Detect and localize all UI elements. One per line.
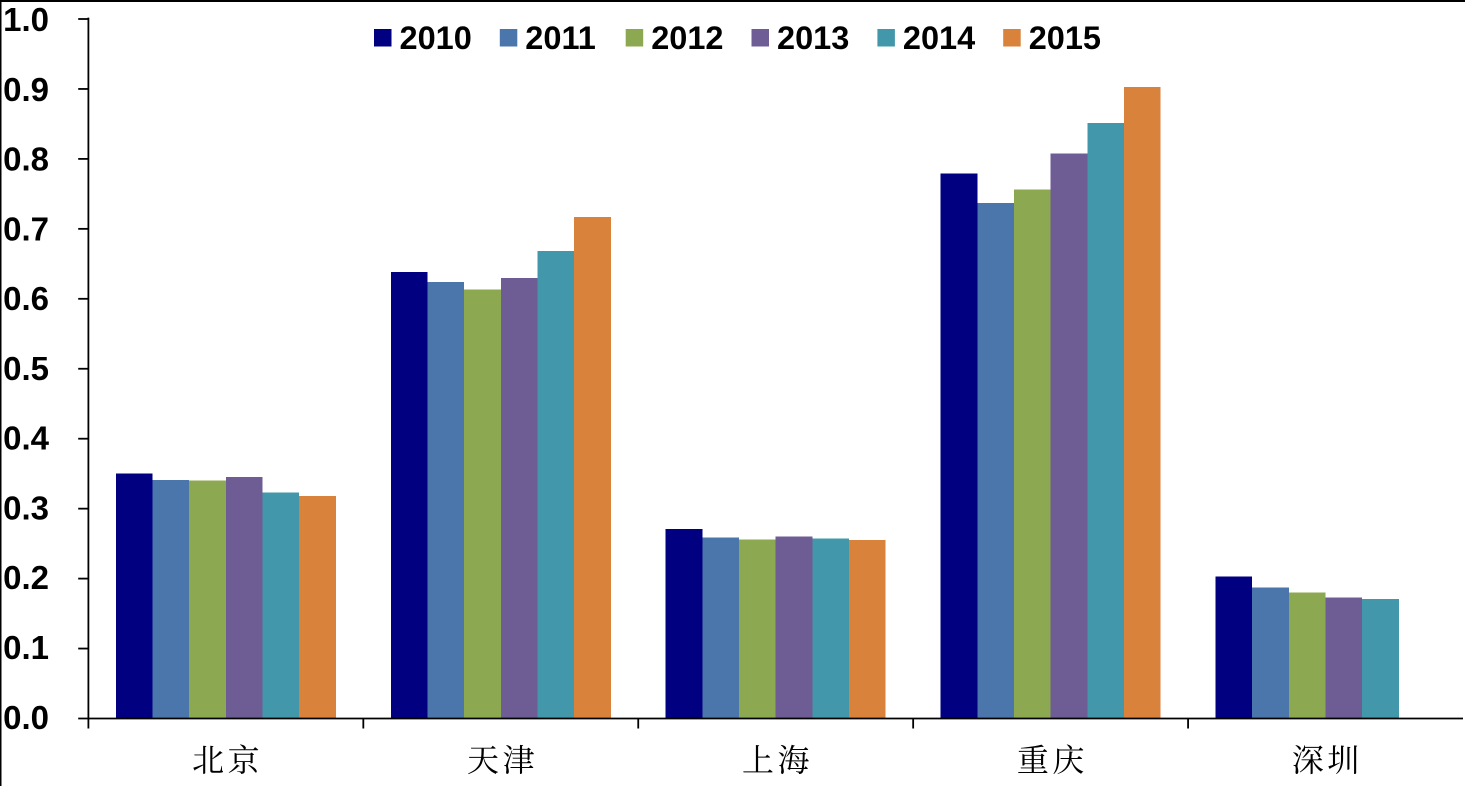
- svg-text:0.6: 0.6: [3, 280, 49, 317]
- svg-text:0.1: 0.1: [3, 629, 49, 666]
- svg-text:2011: 2011: [525, 20, 596, 56]
- svg-text:0.8: 0.8: [3, 141, 49, 178]
- svg-text:2010: 2010: [400, 20, 472, 56]
- svg-text:2013: 2013: [777, 20, 849, 56]
- svg-text:0.5: 0.5: [3, 350, 49, 387]
- svg-text:1.0: 1.0: [3, 1, 49, 38]
- svg-text:0.2: 0.2: [3, 559, 49, 596]
- svg-text:0.4: 0.4: [3, 420, 50, 457]
- svg-text:2014: 2014: [903, 20, 975, 56]
- svg-text:2015: 2015: [1029, 20, 1101, 56]
- svg-text:2012: 2012: [651, 20, 723, 56]
- svg-text:0.0: 0.0: [3, 699, 49, 736]
- svg-text:0.3: 0.3: [3, 489, 49, 526]
- svg-text:0.9: 0.9: [3, 71, 49, 108]
- svg-text:0.7: 0.7: [3, 210, 49, 247]
